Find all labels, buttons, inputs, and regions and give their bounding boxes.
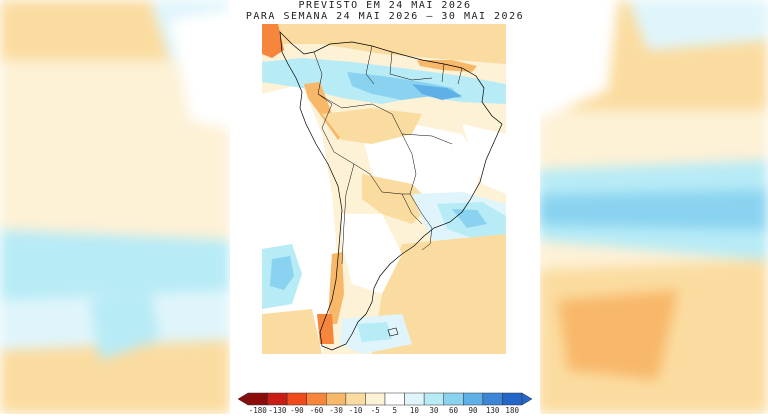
chile-dry-stripe bbox=[328, 252, 344, 324]
west-amazon-dry bbox=[322, 108, 422, 144]
legend-swatch bbox=[345, 392, 366, 406]
central-brazil-neutral bbox=[362, 124, 482, 214]
patagonia-dry-zone bbox=[317, 314, 334, 344]
south-central-dry bbox=[362, 174, 432, 224]
south-atlantic-dry bbox=[372, 234, 506, 354]
legend-tick-label: -60 bbox=[309, 406, 324, 415]
legend-swatch bbox=[326, 392, 347, 406]
legend-arrow-low bbox=[237, 392, 249, 406]
argentina-neutral bbox=[342, 214, 402, 294]
legend-tick-label: -180 bbox=[248, 406, 267, 415]
legend-arrow-high bbox=[521, 392, 533, 406]
legend-tick-label: -90 bbox=[290, 406, 304, 415]
precip-anomaly-legend bbox=[237, 392, 533, 406]
falkland-islands bbox=[387, 327, 399, 337]
legend-tick-label: 60 bbox=[448, 406, 459, 415]
legend-swatch bbox=[247, 392, 268, 406]
background-blur-left bbox=[0, 0, 230, 414]
patagonia-wet bbox=[357, 322, 392, 342]
amazon-heavy-wet bbox=[412, 84, 462, 100]
legend-tick-label: 5 bbox=[392, 406, 398, 415]
forecast-panel: PREVISTO EM 24 MAI 2026 PARA SEMANA 24 M… bbox=[230, 0, 540, 416]
legend-swatch bbox=[365, 392, 386, 406]
southeast-pacific-dry bbox=[262, 309, 322, 354]
legend-swatch bbox=[384, 392, 405, 406]
legend-tick-label: 90 bbox=[468, 406, 478, 415]
legend-swatch bbox=[463, 392, 484, 406]
forecast-issue-date: PREVISTO EM 24 MAI 2026 bbox=[298, 0, 472, 11]
legend-swatch bbox=[404, 392, 425, 406]
central-america-dry-zone bbox=[262, 24, 284, 58]
legend-swatch bbox=[423, 392, 444, 406]
legend-swatch bbox=[502, 392, 523, 406]
caribbean-dry-band bbox=[262, 24, 506, 64]
legend-swatch bbox=[306, 392, 327, 406]
south-america-anomaly-map bbox=[262, 24, 506, 354]
legend-labels: -180 -130 -90 -60 -30 -10 -5 5 10 30 60 90 130 180 bbox=[230, 406, 540, 416]
legend-tick-label: 30 bbox=[429, 406, 439, 415]
legend-tick-label: -5 bbox=[370, 406, 380, 415]
northeast-neutral bbox=[462, 124, 506, 194]
country-borders bbox=[313, 45, 463, 265]
forecast-period: PARA SEMANA 24 MAI 2026 – 30 MAI 2026 bbox=[245, 11, 525, 22]
legend-swatch bbox=[443, 392, 464, 406]
legend-tick-label: 180 bbox=[505, 406, 519, 415]
legend-swatch bbox=[286, 392, 307, 406]
legend-tick-label: 130 bbox=[485, 406, 500, 415]
legend-tick-label: 10 bbox=[409, 406, 419, 415]
pacific-wet-core bbox=[270, 256, 294, 290]
legend-swatch bbox=[267, 392, 288, 406]
legend-tick-label: -10 bbox=[348, 406, 363, 415]
continent-outline bbox=[279, 31, 503, 351]
legend-swatch bbox=[482, 392, 503, 406]
legend-tick-label: -130 bbox=[268, 406, 287, 415]
legend-tick-label: -30 bbox=[329, 406, 343, 415]
southeast-wet-core bbox=[452, 209, 487, 228]
background-blur-right bbox=[538, 0, 768, 414]
